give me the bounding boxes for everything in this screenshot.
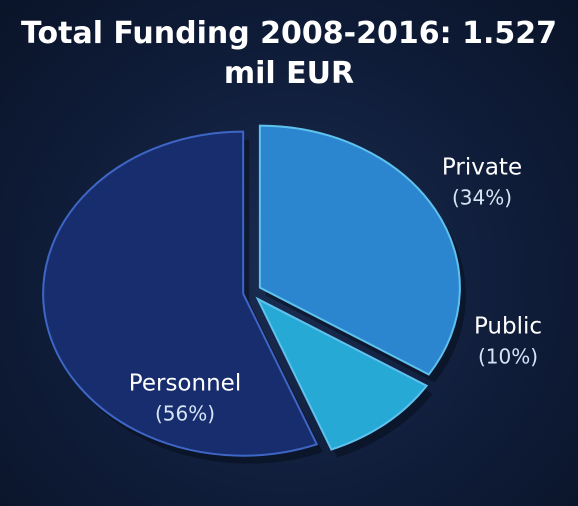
pie-slice xyxy=(255,296,429,451)
slice-value-label: (34%) xyxy=(452,186,512,210)
slice-value-label: (56%) xyxy=(155,402,215,426)
slice-label: Public xyxy=(474,314,542,340)
pie-slice xyxy=(258,124,461,376)
slice-label: Personnel xyxy=(129,371,241,397)
slice-label: Private xyxy=(442,155,522,181)
slice-value-label: (10%) xyxy=(478,345,538,369)
pie-slice xyxy=(42,130,319,457)
chart-title: Total Funding 2008-2016: 1.527 mil EUR xyxy=(21,16,557,91)
